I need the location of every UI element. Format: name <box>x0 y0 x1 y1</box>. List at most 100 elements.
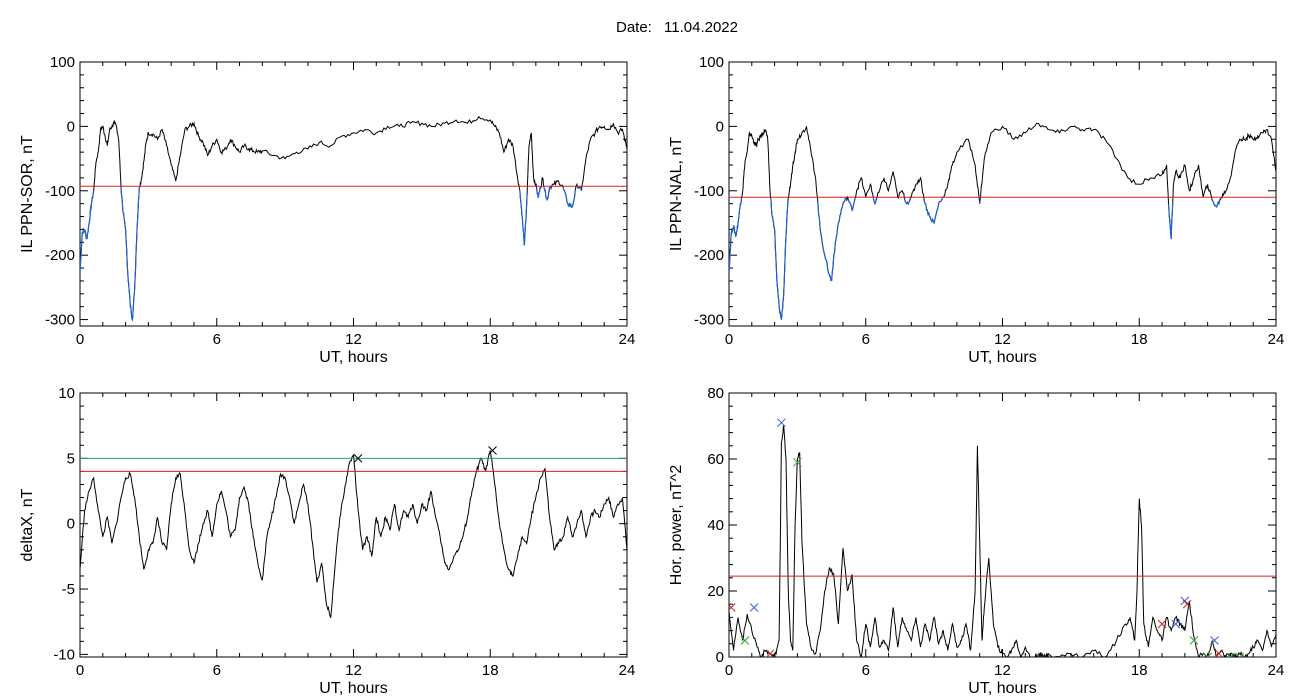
peak-marker <box>1210 636 1219 645</box>
y-tick-label: 20 <box>707 583 724 600</box>
below-threshold-segment <box>817 196 848 282</box>
below-threshold-segment <box>543 186 552 201</box>
peak-marker <box>353 453 363 463</box>
plot-area <box>80 446 627 618</box>
y-axis-title: IL PPN-NAL, nT <box>668 137 685 251</box>
plot-area <box>80 115 627 322</box>
page-title: Date: 11.04.2022 <box>0 19 1300 36</box>
x-tick-label: 12 <box>994 331 1011 348</box>
x-tick-label: 18 <box>482 331 499 348</box>
peak-marker <box>740 636 750 645</box>
peak-marker <box>777 418 786 428</box>
series-line <box>729 424 1276 657</box>
chart-deltax: 0 6 12 18 24 -10 -5 0 5 10 UT, hours deltaX, nT <box>19 385 635 697</box>
y-tick-label: 80 <box>707 385 724 402</box>
plot-area <box>729 122 1276 320</box>
peak-marker <box>1203 652 1212 657</box>
y-tick-label: 10 <box>58 385 75 402</box>
y-tick-label: -100 <box>694 183 724 200</box>
peak-marker <box>1171 619 1181 629</box>
x-tick-label: 18 <box>1131 331 1148 348</box>
y-tick-label: -300 <box>45 312 75 329</box>
below-threshold-segment <box>923 197 944 225</box>
y-tick-label: -100 <box>45 183 75 200</box>
plot-frame <box>728 61 1277 327</box>
plot-area <box>729 418 1276 657</box>
y-tick-label: 100 <box>50 54 75 71</box>
peak-marker <box>793 457 802 467</box>
below-threshold-segment <box>518 189 528 246</box>
y-tick-label: -10 <box>53 646 75 663</box>
peak-marker <box>1214 649 1224 657</box>
chart-power: 0 6 12 18 24 0 20 40 60 80 UT, hours Hor. power, nT… <box>668 385 1284 697</box>
x-tick-label: 0 <box>725 331 733 348</box>
x-tick-label: 6 <box>213 331 221 348</box>
x-tick-label: 18 <box>482 662 499 679</box>
y-tick-label: -300 <box>694 312 724 329</box>
x-tick-label: 24 <box>1268 662 1285 679</box>
y-tick-label: -200 <box>45 247 75 264</box>
peak-marker <box>1182 599 1192 609</box>
y-tick-label: 60 <box>707 451 724 468</box>
peak-marker <box>1189 636 1199 645</box>
below-threshold-segment <box>770 198 789 320</box>
peak-marker <box>729 603 736 612</box>
date-value: 11.04.2022 <box>664 19 738 36</box>
below-threshold-segment <box>1167 202 1174 240</box>
peak-marker <box>1226 652 1235 657</box>
y-tick-label: 0 <box>716 118 724 135</box>
x-tick-label: 6 <box>862 331 870 348</box>
y-axis-title: deltaX, nT <box>19 488 36 561</box>
x-tick-label: 0 <box>76 331 84 348</box>
below-threshold-segment <box>979 197 982 204</box>
series-line <box>80 115 627 322</box>
chart-nal: 0 6 12 18 24 -300 -200 -100 0 100 UT, hours IL PPN-… <box>668 54 1284 366</box>
below-threshold-segment <box>120 186 141 322</box>
below-threshold-segment <box>1211 199 1221 208</box>
plot-frame <box>728 392 1277 658</box>
x-axis-title: UT, hours <box>319 349 387 366</box>
below-threshold-segment <box>729 198 743 272</box>
y-tick-label: -200 <box>694 247 724 264</box>
x-tick-label: 24 <box>619 662 636 679</box>
y-axis-title: Hor. power, nT^2 <box>668 465 685 586</box>
y-tick-label: 0 <box>716 649 724 666</box>
plot-frame <box>79 61 628 327</box>
below-threshold-segment <box>562 187 576 208</box>
x-axis-title: UT, hours <box>319 680 387 697</box>
date-label: Date: <box>616 19 652 36</box>
y-tick-label: -5 <box>62 581 75 598</box>
x-axis-title: UT, hours <box>968 349 1036 366</box>
y-axis-title: IL PPN-SOR, nT <box>19 135 36 253</box>
below-threshold-segment <box>903 198 911 206</box>
peak-marker <box>1157 619 1167 629</box>
y-tick-label: 0 <box>67 516 75 533</box>
y-tick-label: 40 <box>707 517 724 534</box>
x-axis-title: UT, hours <box>968 680 1036 697</box>
below-threshold-segment <box>536 187 542 199</box>
below-threshold-segment <box>847 198 856 212</box>
x-tick-label: 6 <box>862 662 870 679</box>
peak-marker <box>765 649 775 657</box>
peak-marker <box>1235 652 1244 657</box>
below-threshold-segment <box>872 197 877 206</box>
plot-frame <box>79 392 628 658</box>
y-tick-label: 100 <box>699 54 724 71</box>
x-tick-label: 24 <box>1268 331 1285 348</box>
y-tick-label: 5 <box>67 450 75 467</box>
peak-marker <box>488 446 497 455</box>
below-threshold-segment <box>80 190 95 272</box>
below-threshold-segment <box>577 186 582 191</box>
x-tick-label: 6 <box>213 662 221 679</box>
y-tick-label: 0 <box>67 118 75 135</box>
x-tick-label: 12 <box>345 331 362 348</box>
x-tick-label: 12 <box>345 662 362 679</box>
x-tick-label: 0 <box>725 662 733 679</box>
x-tick-label: 12 <box>994 662 1011 679</box>
series-line <box>729 122 1276 320</box>
series-line <box>80 450 627 618</box>
x-tick-label: 18 <box>1131 662 1148 679</box>
chart-sor: 0 6 12 18 24 -300 -200 -100 0 100 UT, hours IL PPN-… <box>19 54 635 366</box>
x-tick-label: 24 <box>619 331 636 348</box>
